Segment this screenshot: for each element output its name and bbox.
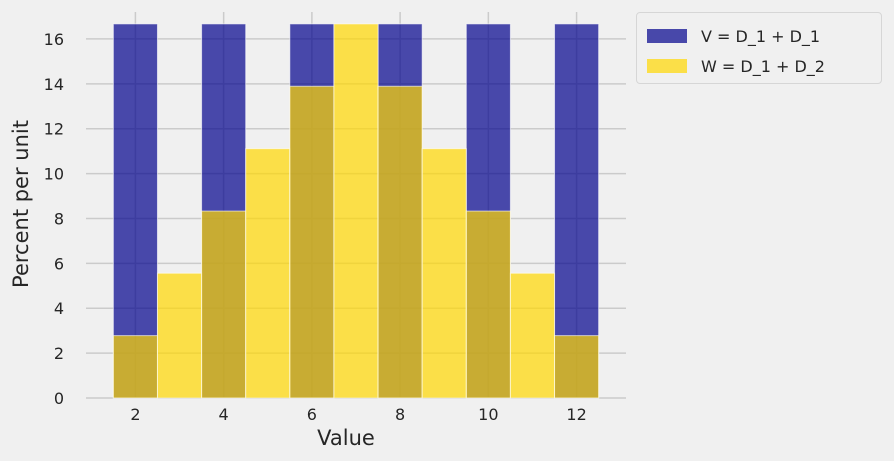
legend-label-v: V = D_1 + D_1	[701, 26, 821, 46]
y-tick-labels: 0 2 4 6 8 10 12 14 16	[44, 30, 64, 408]
x-tick-label: 8	[395, 405, 405, 424]
bar-w-5	[245, 148, 291, 399]
legend-swatch-v	[647, 29, 687, 43]
x-tick-labels: 2 4 6 8 10 12	[130, 405, 586, 424]
y-tick-label: 6	[54, 254, 64, 273]
x-tick-label: 2	[130, 405, 140, 424]
y-tick-label: 12	[44, 120, 64, 139]
y-tick-label: 14	[44, 75, 64, 94]
y-tick-label: 0	[54, 389, 64, 408]
bar-w-6	[289, 85, 335, 399]
x-tick-label: 12	[566, 405, 586, 424]
bar-w-10	[465, 210, 511, 399]
bar-w-12	[554, 335, 600, 399]
bar-w-11	[509, 272, 556, 399]
series-w-bars	[112, 23, 600, 399]
y-tick-label: 10	[44, 165, 64, 184]
y-tick-label: 2	[54, 344, 64, 363]
bar-w-9	[421, 148, 467, 399]
x-tick-label: 10	[478, 405, 498, 424]
bar-w-4	[201, 210, 247, 399]
y-tick-label: 4	[54, 299, 64, 318]
legend-item-w: W = D_1 + D_2	[647, 54, 825, 78]
legend-swatch-w	[647, 59, 687, 73]
y-axis-title: Percent per unit	[9, 120, 33, 288]
x-tick-label: 4	[219, 405, 229, 424]
x-tick-label: 6	[307, 405, 317, 424]
legend: V = D_1 + D_1 W = D_1 + D_2	[636, 12, 882, 84]
x-axis-title: Value	[317, 426, 375, 450]
legend-label-w: W = D_1 + D_2	[701, 56, 825, 76]
legend-item-v: V = D_1 + D_1	[647, 24, 820, 48]
bar-w-3	[156, 272, 203, 399]
bar-w-2	[112, 335, 158, 399]
bar-w-7	[333, 23, 379, 399]
bar-w-8	[377, 85, 423, 399]
y-tick-label: 16	[44, 30, 64, 49]
y-tick-label: 8	[54, 209, 64, 228]
